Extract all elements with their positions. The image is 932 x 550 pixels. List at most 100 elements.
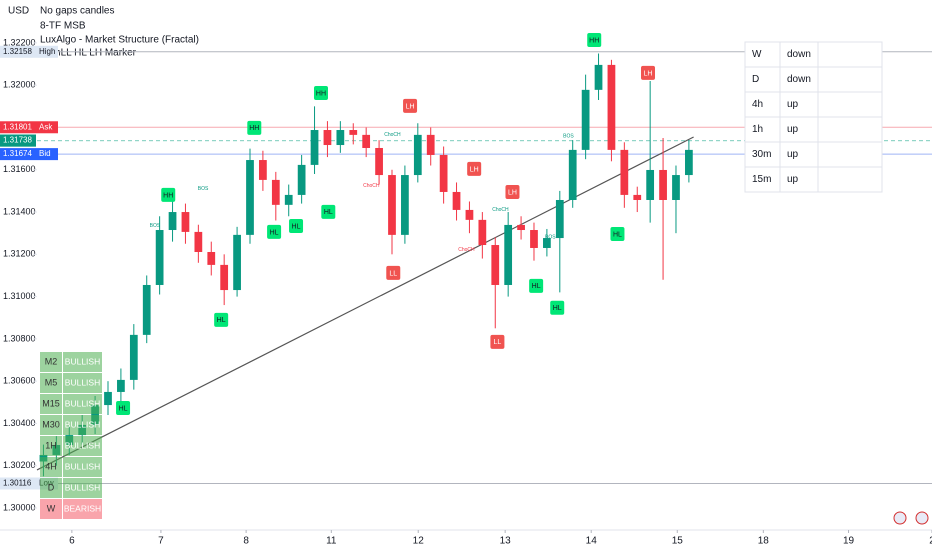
y-tick-label: 1.31600 [3,164,36,174]
candle-body [323,130,332,146]
x-tick-label: 15 [672,536,684,547]
bias-state: BULLISH [65,419,100,429]
bias-tf: M2 [45,356,58,366]
price-label-box [0,45,36,58]
x-tick-label: 13 [500,536,512,547]
x-tick-label: 8 [243,536,249,547]
marker-box [313,86,328,101]
table-trend: down [787,74,811,85]
marker-box [403,98,418,113]
candle-body [413,134,422,176]
candle-body [401,175,409,235]
candle-body [129,334,138,380]
table-row [744,66,883,93]
bias-tf-cell [40,478,62,498]
y-tick-label: 1.30000 [3,502,36,512]
structure-label: BOS [198,186,209,192]
bias-state: BULLISH [65,461,100,471]
marker-box [161,187,176,202]
price-label-box [0,121,36,134]
price-label-box [0,148,36,161]
marker-label: HH [589,37,599,44]
marker-label: LL [494,339,502,346]
marker-label: HL [532,283,541,290]
price-label: 1.31674 [3,149,32,158]
indicator: 8-TF MSB [40,21,86,32]
bias-state: BULLISH [65,377,100,387]
table-timeframe: D [752,74,759,85]
price-label: 1.31738 [3,136,32,145]
bias-cell [63,478,102,498]
structure-label: BOS [563,133,574,139]
marker-box [214,312,229,327]
candle-body [310,130,319,165]
bias-tf: M5 [45,377,58,387]
y-tick-label: 1.30200 [3,460,36,470]
marker-box [467,161,482,176]
marker-box [505,184,520,199]
candle-body [607,64,616,150]
bias-panel: M2 BULLISH M5 BULLISH M15 BULLISH M30 BULLISH 1H… [40,352,102,519]
marker-box [386,265,401,280]
candle-body [594,64,603,90]
x-tick-label: 18 [758,536,770,547]
marker-label: HL [270,229,279,236]
candle-body [581,89,590,150]
marker-box [490,334,505,349]
candle-body [336,130,345,146]
price-tag-box [36,148,58,161]
bias-cell [63,457,102,477]
candle-body [271,179,280,205]
candle-body [259,160,267,180]
candle-body [426,134,435,155]
bias-state: BULLISH [65,440,100,450]
x-tick-label: 19 [843,536,855,547]
candle-body [439,154,448,192]
candle-body [142,284,151,335]
candle-body [220,264,229,291]
bias-tf: M30 [42,419,60,429]
bias-state: BULLISH [65,398,100,408]
table-row [744,116,883,143]
bias-cell [63,352,102,372]
candle-body [504,224,513,285]
bias-cell [63,394,102,414]
candle-body [685,149,693,176]
flag-icon [893,511,907,525]
bias-tf: D [48,482,55,492]
marker-box [321,204,336,219]
marker-box [610,227,625,242]
structure-label: ChoCH [363,183,380,189]
indicator: LuxAlgo - Market Structure (Fractal) [40,35,199,46]
price-tag: Bid [39,149,51,158]
bias-tf-cell [40,415,62,435]
x-tick-label: 7 [158,536,164,547]
candle-body [91,405,99,425]
marker-label: HL [119,405,128,412]
candle-body [646,169,655,200]
x-tick-label: 11 [326,536,337,547]
y-tick-label: 1.32200 [3,37,36,47]
y-tick-label: 1.30400 [3,418,36,428]
marker-label: HH [316,90,326,97]
structure-label: BOS [150,223,161,229]
marker-box [247,120,262,135]
candle-body [491,245,500,285]
price-label: 1.30116 [3,479,32,488]
candle-body [181,212,190,232]
marker-label: LH [644,70,653,77]
candle-body [517,224,525,231]
candle-body [104,391,112,406]
bias-cell [63,373,102,393]
marker-box [116,401,131,416]
marker-label: HL [553,305,562,312]
marker-label: LH [406,103,415,110]
candle-body [388,175,396,235]
table-timeframe: W [752,49,762,60]
bias-tf-cell [40,373,62,393]
price-tag: Ask [39,122,53,131]
price-tag-box [36,45,58,58]
price-tag: High [39,47,55,56]
